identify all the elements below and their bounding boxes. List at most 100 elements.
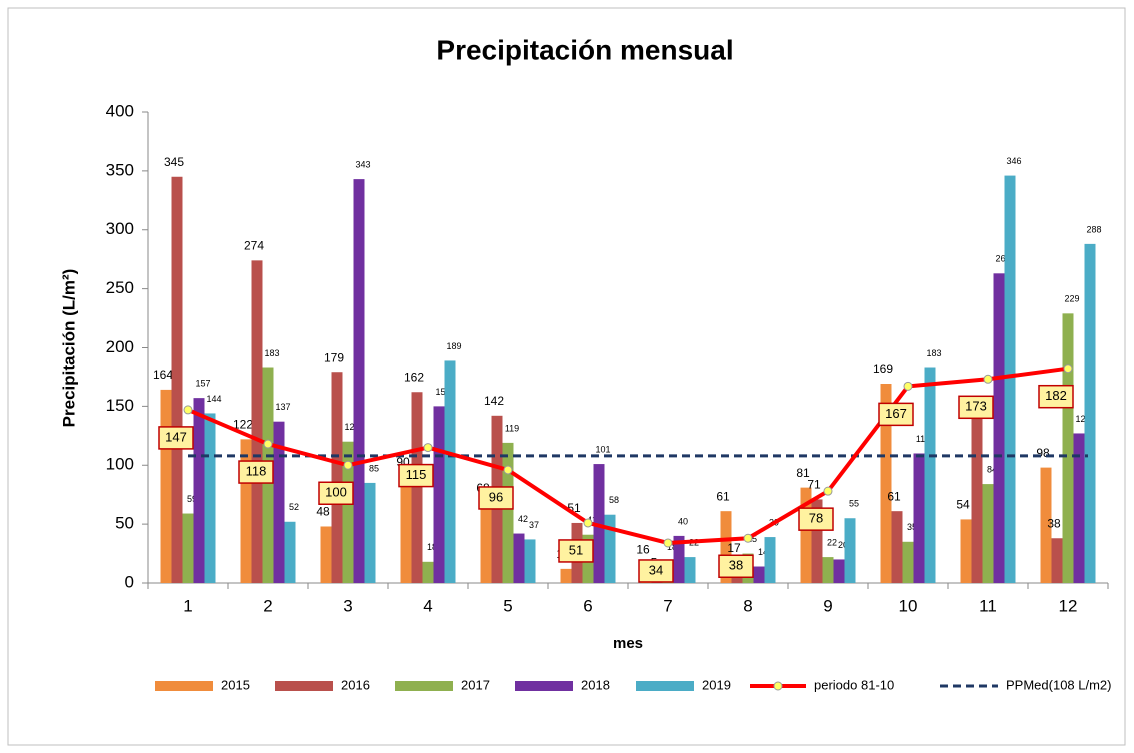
data-label: 42: [518, 514, 528, 524]
y-tick-label: 50: [115, 514, 134, 533]
bar: [833, 559, 845, 583]
data-label: 263: [995, 254, 1010, 264]
y-tick-label: 350: [106, 160, 134, 179]
x-axis-label: mes: [613, 635, 643, 652]
line-label-box: [158, 426, 194, 450]
line-label-box: [238, 460, 274, 484]
line-marker: [343, 460, 353, 470]
bar: [400, 477, 412, 583]
y-axis-label: Precipitación (L/m²): [59, 269, 78, 428]
bar: [684, 557, 696, 583]
bar: [880, 384, 892, 583]
x-tick-label: 3: [343, 596, 352, 615]
line-marker: [983, 374, 993, 384]
bar: [822, 557, 834, 583]
legend-marker: [773, 681, 783, 691]
y-tick-label: 150: [106, 396, 134, 415]
legend-swatch: [395, 681, 453, 691]
line-label: 115: [406, 467, 427, 482]
y-tick-label: 300: [106, 219, 134, 238]
data-label: 169: [873, 362, 893, 376]
line-marker: [743, 533, 753, 543]
bar: [513, 533, 525, 583]
bar: [811, 499, 823, 583]
bar: [764, 537, 776, 583]
line-label: 100: [325, 485, 347, 500]
line-label: 118: [246, 463, 267, 478]
x-tick-label: 5: [503, 596, 512, 615]
data-label: 16: [636, 542, 650, 556]
data-label: 71: [807, 478, 821, 492]
x-tick-label: 1: [183, 596, 192, 615]
data-label: 164: [153, 368, 173, 382]
y-tick-label: 400: [106, 101, 134, 120]
bar: [353, 179, 365, 583]
data-label: 58: [609, 495, 619, 505]
line-marker: [263, 439, 273, 449]
data-label: 119: [505, 423, 519, 433]
y-tick-label: 0: [125, 572, 134, 591]
data-label: 41: [587, 515, 597, 525]
x-tick-label: 10: [899, 596, 918, 615]
legend-label: 2018: [581, 677, 610, 692]
line-label-box: [638, 559, 674, 583]
bar: [902, 541, 914, 583]
bar: [331, 372, 343, 583]
line-marker: [423, 443, 433, 453]
data-label: 54: [956, 498, 970, 512]
x-tick-label: 4: [423, 596, 432, 615]
line: [187, 366, 1069, 545]
line-label: 96: [489, 489, 503, 504]
data-label: 162: [404, 370, 424, 384]
data-label: 17: [727, 541, 741, 555]
bar: [673, 535, 685, 583]
data-label: 85: [369, 463, 379, 473]
line-label: 173: [965, 399, 987, 414]
bar: [720, 511, 732, 583]
y-tick-label: 250: [106, 278, 134, 297]
data-label: 18: [427, 542, 437, 552]
data-label: 81: [796, 466, 810, 480]
line-label-box: [878, 402, 914, 427]
data-label: 157: [195, 379, 210, 389]
line-label-box: [478, 486, 514, 510]
line-label-box: [958, 395, 994, 420]
line-label: 38: [729, 558, 743, 573]
legend-label: 2015: [221, 677, 250, 692]
data-label: 127: [1075, 414, 1090, 424]
bar: [444, 360, 456, 583]
bar: [753, 566, 765, 583]
data-label: 40: [678, 516, 688, 526]
bar: [913, 453, 925, 583]
bar: [502, 442, 514, 583]
line-label: 78: [809, 511, 823, 526]
legend-swatch: [636, 681, 694, 691]
line-marker: [663, 538, 673, 548]
bar: [182, 513, 194, 583]
data-label: 122: [233, 418, 253, 432]
bar: [800, 487, 812, 583]
line-label-box: [718, 554, 754, 579]
bar: [160, 389, 172, 583]
data-label: 137: [275, 402, 290, 412]
data-label: 61: [716, 489, 730, 503]
legend-swatch: [515, 681, 573, 691]
y-tick-label: 100: [106, 455, 134, 474]
data-label: 183: [926, 348, 941, 358]
bar: [1084, 243, 1096, 583]
line-marker: [583, 518, 593, 528]
data-label: 98: [1036, 446, 1050, 460]
data-label: 20: [838, 540, 848, 550]
bar: [1062, 313, 1074, 583]
bar: [593, 464, 605, 583]
data-label: 120: [344, 422, 359, 432]
data-label: 183: [264, 348, 279, 358]
legend-swatch: [275, 681, 333, 691]
line-label: 34: [649, 562, 663, 577]
bar: [960, 519, 972, 583]
data-label: 288: [1086, 224, 1101, 234]
line-marker: [823, 486, 833, 496]
bar: [240, 439, 252, 583]
bar: [480, 502, 492, 583]
